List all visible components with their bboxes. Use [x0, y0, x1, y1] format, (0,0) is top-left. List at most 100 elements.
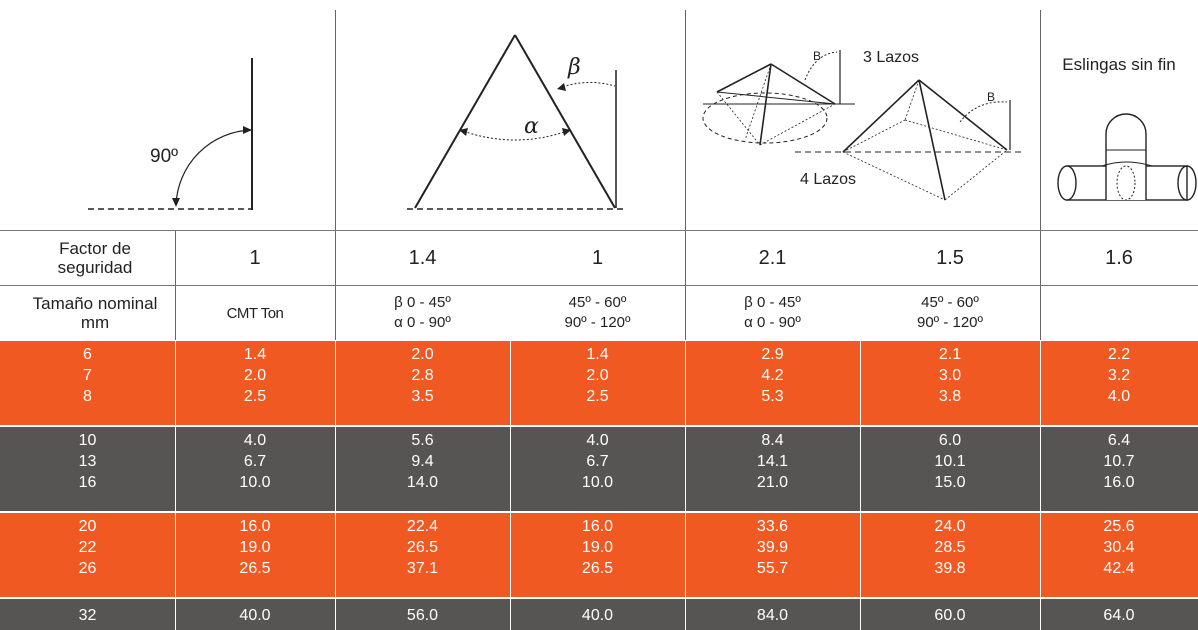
group-2-cmt: 4.0 6.7 10.0 — [175, 430, 335, 493]
beta-range: 45º - 60º — [568, 294, 627, 311]
table-cell: 32 — [78, 607, 97, 624]
group-1-col3: 2.0 2.8 3.5 — [335, 344, 510, 407]
table-cell: 39.8 — [934, 560, 966, 577]
group-4-cmt: 40.0 — [175, 605, 335, 626]
separator — [335, 341, 336, 630]
group-4-col7: 64.0 — [1040, 605, 1198, 626]
table-cell: 5.6 — [411, 432, 434, 449]
table-cell: 10.0 — [239, 474, 271, 491]
table-cell: 64.0 — [1103, 607, 1135, 624]
table-cell: 14.0 — [406, 474, 439, 491]
group-2-col6: 6.0 10.1 15.0 — [860, 430, 1040, 493]
group-3-col7: 25.6 30.4 42.4 — [1040, 516, 1198, 579]
table-cell: 16.0 — [581, 518, 614, 535]
group-1-cmt: 1.4 2.0 2.5 — [175, 344, 335, 407]
table-cell: 26.5 — [239, 560, 271, 577]
four-loops-label: 4 Lazos — [800, 171, 856, 188]
beta-range: 45º - 60º — [921, 294, 979, 311]
factor-endless: 1.6 — [1105, 246, 1133, 269]
factor-two-leg-b: 1 — [591, 246, 604, 269]
table-cell: 26.5 — [581, 560, 614, 577]
table-cell: 2.2 — [1107, 346, 1131, 363]
table-cell: 16.0 — [1103, 474, 1135, 491]
group-4-col5: 84.0 — [685, 605, 860, 626]
nominal-size-label: Tamaño nominal mm — [32, 294, 158, 332]
angle-range-multi-leg-a: β 0 - 45º α 0 - 90º — [685, 287, 860, 339]
group-3-size: 20 22 26 — [0, 516, 175, 579]
alpha-label: α — [524, 114, 539, 139]
separator — [510, 341, 511, 630]
header-divider — [0, 285, 1198, 286]
separator — [1040, 10, 1041, 340]
multi-leg-sling-diagram: B 3 Lazos B 4 Lazos — [702, 49, 1025, 201]
group-1-col5: 2.9 4.2 5.3 — [685, 344, 860, 407]
endless-slings-label: Eslingas sin fin — [1062, 55, 1176, 74]
table-cell: 4.0 — [1107, 388, 1131, 405]
table-cell: 5.3 — [761, 388, 784, 405]
table-cell: 10.7 — [1103, 453, 1135, 470]
row-group-gray-2 — [0, 599, 1198, 630]
factor-multi-leg-b: 1.5 — [936, 246, 964, 269]
table-cell: 19.0 — [239, 539, 271, 556]
table-cell: 15.0 — [934, 474, 966, 491]
table-cell: 3.8 — [938, 388, 962, 405]
table-cell: 39.9 — [756, 539, 789, 556]
table-cell: 3.2 — [1107, 367, 1131, 384]
group-4-col4: 40.0 — [510, 605, 685, 626]
beta-small-label-1: B — [813, 49, 821, 63]
table-cell: 6.7 — [586, 453, 609, 470]
separator — [860, 341, 861, 630]
factor-multi-leg-a: 2.1 — [758, 246, 787, 269]
table-cell: 10.1 — [934, 453, 966, 470]
group-2-col7: 6.4 10.7 16.0 — [1040, 430, 1198, 493]
separator — [175, 341, 176, 630]
group-1-col7: 2.2 3.2 4.0 — [1040, 344, 1198, 407]
group-4-col6: 60.0 — [860, 605, 1040, 626]
beta-small-label-2: B — [987, 90, 995, 104]
table-cell: 6 — [83, 346, 92, 363]
table-cell: 56.0 — [406, 607, 439, 624]
angle-range-multi-leg-b: 45º - 60º 90º - 120º — [860, 287, 1040, 339]
group-2-col4: 4.0 6.7 10.0 — [510, 430, 685, 493]
table-cell: 6.0 — [938, 432, 962, 449]
table-cell: 14.1 — [756, 453, 789, 470]
three-loops-label: 3 Lazos — [863, 49, 919, 66]
group-2-size: 10 13 16 — [0, 430, 175, 493]
angle-range-two-leg-b: 45º - 60º 90º - 120º — [510, 287, 685, 339]
table-cell: 2.0 — [586, 367, 609, 384]
alpha-range: 90º - 120º — [917, 314, 983, 331]
table-cell: 26.5 — [406, 539, 439, 556]
table-cell: 2.8 — [411, 367, 434, 384]
table-cell: 22 — [78, 539, 97, 556]
table-cell: 10.0 — [581, 474, 614, 491]
table-cell: 21.0 — [756, 474, 789, 491]
separator — [1040, 341, 1041, 630]
group-4-size: 32 — [0, 605, 175, 626]
cmt-label: CMT Ton — [226, 304, 284, 322]
table-cell: 42.4 — [1103, 560, 1135, 577]
table-cell: 1.4 — [586, 346, 609, 363]
table-cell: 16 — [78, 474, 97, 491]
group-1-size: 6 7 8 — [0, 344, 175, 407]
group-2-col5: 8.4 14.1 21.0 — [685, 430, 860, 493]
table-cell: 10 — [78, 432, 97, 449]
angle-range-two-leg-a: β 0 - 45º α 0 - 90º — [335, 287, 510, 339]
alpha-range: α 0 - 90º — [394, 314, 451, 331]
table-cell: 55.7 — [756, 560, 789, 577]
table-cell: 26 — [78, 560, 97, 577]
alpha-range: 90º - 120º — [564, 314, 631, 331]
table-cell: 8.4 — [761, 432, 784, 449]
table-cell: 7 — [83, 367, 92, 384]
table-cell: 25.6 — [1103, 518, 1135, 535]
separator — [685, 341, 686, 630]
table-cell: 4.0 — [586, 432, 609, 449]
table-cell: 8 — [83, 388, 92, 405]
table-cell: 2.1 — [938, 346, 962, 363]
header-divider — [0, 230, 1198, 231]
row-group-gray-1 — [0, 427, 1198, 511]
table-cell: 3.5 — [411, 388, 434, 405]
table-cell: 2.9 — [761, 346, 784, 363]
table-cell: 2.0 — [411, 346, 434, 363]
separator — [335, 10, 336, 340]
factor-two-leg-a: 1.4 — [408, 246, 437, 269]
